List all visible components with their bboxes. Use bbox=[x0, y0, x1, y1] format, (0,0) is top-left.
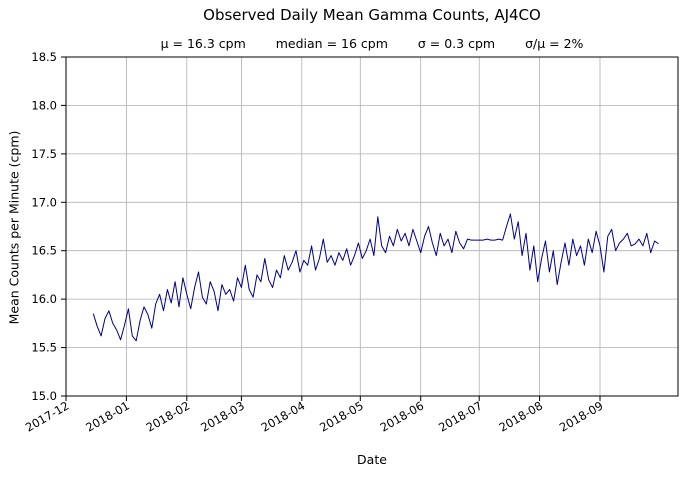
x-tick-label: 2017-12 bbox=[23, 398, 72, 434]
chart-subtitle: μ = 16.3 cpm median = 16 cpm σ = 0.3 cpm… bbox=[66, 36, 678, 51]
data-series-line bbox=[92, 213, 659, 342]
x-axis-label: Date bbox=[357, 452, 387, 467]
x-tick-label: 2018-06 bbox=[378, 398, 427, 434]
stat-median: median = 16 cpm bbox=[275, 36, 388, 51]
x-tick-label: 2018-02 bbox=[144, 398, 193, 434]
y-tick-label: 17.0 bbox=[31, 195, 57, 209]
x-tick-label: 2018-09 bbox=[557, 398, 606, 434]
stat-sigma: σ = 0.3 cpm bbox=[417, 36, 496, 51]
x-tick-label: 2018-01 bbox=[83, 398, 132, 434]
x-tick-label: 2018-03 bbox=[198, 398, 247, 434]
stat-sigma-over-mu: σ/μ = 2% bbox=[525, 36, 584, 51]
stat-mu: μ = 16.3 cpm bbox=[160, 36, 246, 51]
x-tick-label: 2018-07 bbox=[436, 398, 485, 434]
y-tick-label: 18.0 bbox=[31, 98, 57, 112]
y-tick-label: 16.5 bbox=[31, 244, 57, 258]
x-tick-label: 2018-08 bbox=[496, 398, 545, 434]
x-tick-label: 2018-05 bbox=[317, 398, 366, 434]
y-tick-label: 17.5 bbox=[31, 147, 57, 161]
y-tick-label: 15.5 bbox=[31, 341, 57, 355]
y-tick-label: 16.0 bbox=[31, 292, 57, 306]
x-tick-label: 2018-04 bbox=[259, 398, 308, 434]
chart-title: Observed Daily Mean Gamma Counts, AJ4CO bbox=[203, 6, 541, 24]
y-tick-label: 15.0 bbox=[31, 389, 57, 403]
y-tick-label: 18.5 bbox=[31, 50, 57, 64]
axes-frame bbox=[65, 56, 679, 397]
